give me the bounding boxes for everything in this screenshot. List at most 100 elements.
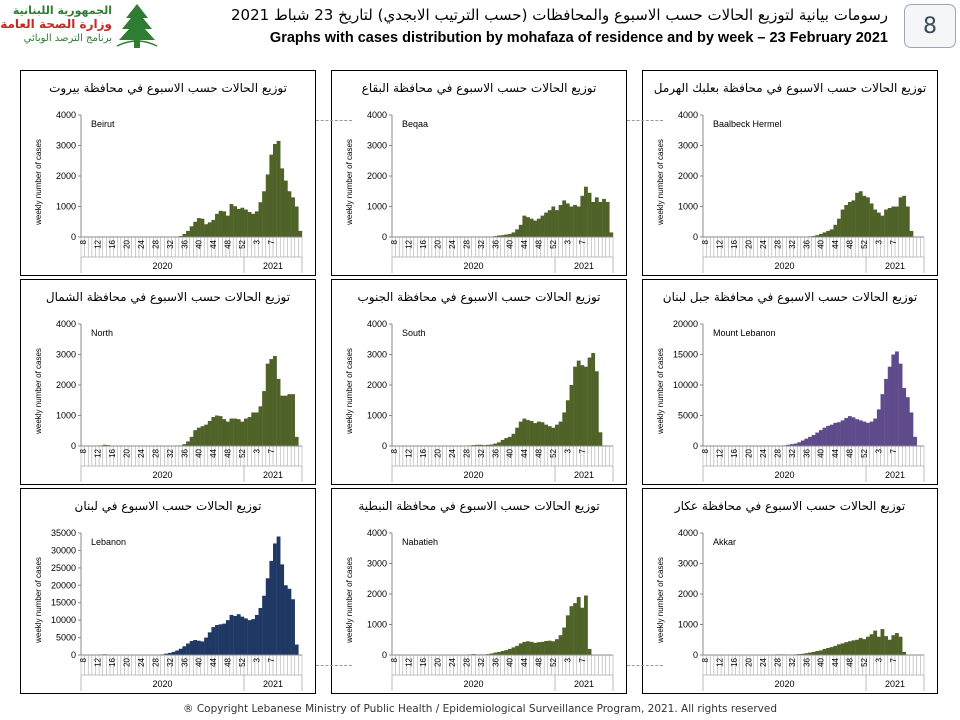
x-tick-label: 32	[477, 448, 486, 457]
bar	[887, 208, 892, 237]
x-tick-label: 12	[715, 448, 724, 457]
bar	[844, 642, 849, 655]
bar	[529, 641, 534, 655]
x-tick-label: 48	[224, 448, 233, 457]
bar	[587, 648, 592, 655]
bar	[196, 640, 201, 655]
y-tick-label: 1000	[56, 202, 76, 212]
bar	[215, 625, 219, 655]
x-tick-label: 3	[253, 239, 262, 244]
bar	[855, 419, 859, 446]
bar	[909, 412, 914, 446]
bar	[869, 203, 874, 237]
bar	[518, 643, 523, 655]
bar	[847, 416, 852, 446]
bar	[204, 424, 209, 446]
y-tick-label: 15000	[51, 598, 76, 608]
chart-title: توزيع الحالات حسب الاسبوع في لبنان	[74, 499, 262, 513]
bar	[222, 419, 227, 446]
y-tick-label: 4000	[56, 110, 76, 120]
y-tick-label: 3000	[367, 559, 387, 569]
x-tick-label: 28	[773, 239, 782, 248]
bar	[236, 419, 241, 446]
bar	[891, 354, 896, 446]
bar	[247, 417, 252, 446]
x-tick-label: 36	[180, 239, 189, 248]
bar	[565, 615, 570, 655]
bar	[818, 430, 823, 446]
bar	[533, 423, 538, 446]
bar	[536, 218, 541, 237]
bar	[233, 206, 237, 237]
x-tick-label: 12	[93, 448, 102, 457]
bar	[504, 438, 509, 446]
bar	[497, 651, 501, 655]
bar	[522, 418, 527, 446]
chart-title: توزيع الحالات حسب الاسبوع في محافظة بعلب…	[653, 81, 927, 95]
bar	[580, 607, 585, 655]
bar	[898, 197, 903, 237]
year-label-2020: 2020	[775, 679, 795, 689]
x-tick-label: 44	[520, 657, 529, 666]
bar	[840, 209, 845, 237]
x-tick-label: 20	[122, 448, 131, 457]
x-tick-label: 3	[875, 657, 884, 662]
bar	[500, 235, 505, 237]
chart-svg: 0 5000 10000 15000 20000 25000 30000 35000 weekl…	[34, 528, 303, 691]
page-title-english: Graphs with cases distribution by mohafa…	[269, 30, 888, 46]
y-tick-label: 0	[382, 232, 387, 242]
chart-panel-nabatieh: توزيع الحالات حسب الاسبوع في محافظة النب…	[331, 488, 627, 694]
bar	[565, 400, 570, 446]
y-tick-label: 20000	[673, 319, 698, 329]
chart-panel-baalbeck-hermel: توزيع الحالات حسب الاسبوع في محافظة بعلب…	[642, 70, 938, 276]
x-tick-label: 3	[564, 657, 573, 662]
chart-panel-south: توزيع الحالات حسب الاسبوع في محافظة الجن…	[331, 279, 627, 485]
bar	[504, 234, 509, 237]
bar	[247, 211, 252, 237]
bar	[254, 614, 259, 655]
bar	[544, 640, 548, 655]
x-tick-label: 52	[549, 239, 558, 248]
bar	[280, 168, 285, 237]
bar	[884, 636, 888, 655]
bar	[522, 215, 527, 237]
x-tick-label: 12	[404, 239, 413, 248]
bar	[829, 424, 834, 446]
x-tick-label: 52	[238, 239, 247, 248]
x-tick-label: 16	[419, 448, 428, 457]
bar	[182, 233, 187, 237]
y-tick-label: 0	[693, 441, 698, 451]
x-tick-label: 7	[267, 657, 276, 662]
bar	[793, 443, 798, 446]
y-tick-label: 4000	[367, 528, 387, 538]
x-tick-label: 3	[564, 448, 573, 453]
bar	[544, 424, 548, 446]
x-tick-label: 32	[166, 448, 175, 457]
x-tick-label: 20	[433, 448, 442, 457]
chart-title: توزيع الحالات حسب الاسبوع في محافظة البق…	[361, 81, 597, 95]
chart-svg: 0 1000 2000 3000 4000 weekly number of cases N…	[34, 319, 303, 482]
x-tick-label: 44	[520, 448, 529, 457]
y-tick-label: 30000	[51, 545, 76, 555]
bar	[858, 637, 863, 655]
x-tick-label: 48	[846, 239, 855, 248]
year-label-2020: 2020	[153, 470, 173, 480]
year-label-2021: 2021	[885, 679, 905, 689]
bar	[591, 352, 596, 446]
x-tick-label: 32	[788, 657, 797, 666]
y-tick-label: 5000	[56, 633, 76, 643]
bar	[283, 395, 288, 446]
bar	[858, 420, 863, 446]
bar	[808, 652, 812, 655]
bar	[869, 421, 874, 446]
bar	[269, 359, 274, 446]
bar	[291, 599, 295, 655]
bar	[569, 385, 574, 446]
bar	[909, 230, 914, 237]
bar	[167, 652, 172, 655]
bar	[240, 616, 245, 655]
year-label-2021: 2021	[885, 261, 905, 271]
bar	[815, 235, 820, 237]
bar	[251, 213, 256, 237]
x-tick-label: 20	[122, 657, 131, 666]
